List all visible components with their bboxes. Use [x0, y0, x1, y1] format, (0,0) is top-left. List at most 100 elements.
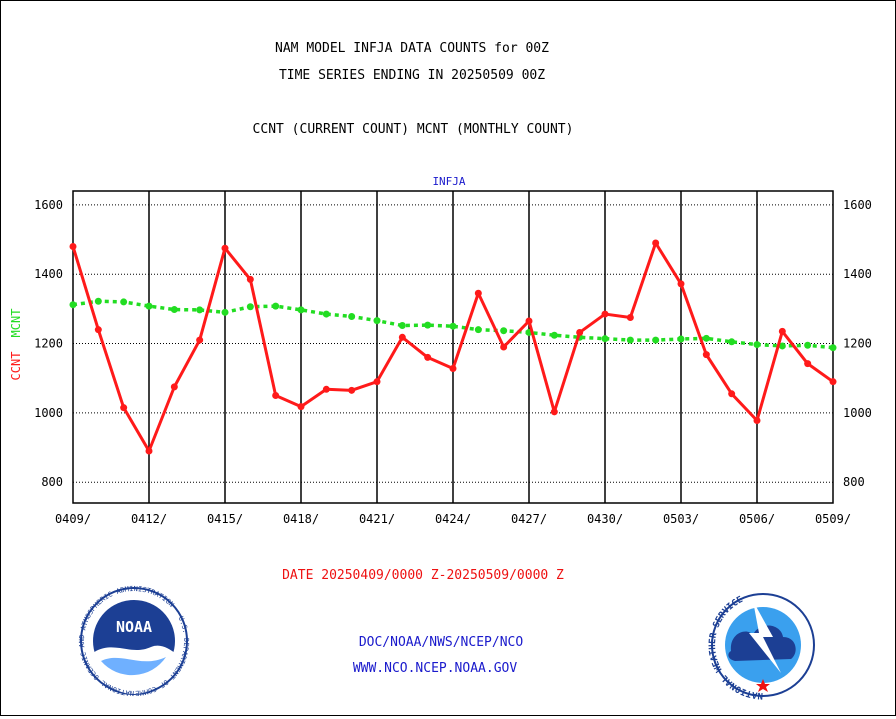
- x-tick-label: 0509/: [815, 512, 851, 526]
- y-tick-label-right: 1400: [843, 267, 872, 281]
- mcnt-point: [702, 334, 710, 342]
- mcnt-point: [626, 336, 634, 344]
- ccnt-point: [94, 326, 102, 334]
- ccnt-point: [449, 364, 457, 372]
- mcnt-point: [322, 310, 330, 318]
- ccnt-point: [829, 378, 837, 386]
- ccnt-point: [677, 280, 685, 288]
- mcnt-point: [348, 312, 356, 320]
- mcnt-point: [246, 303, 254, 311]
- mcnt-point: [398, 322, 406, 330]
- mcnt-point: [170, 306, 178, 314]
- ylabel-ccnt: CCNT: [9, 352, 23, 381]
- ccnt-point: [221, 244, 229, 252]
- mcnt-point: [145, 302, 153, 310]
- mcnt-point: [196, 306, 204, 314]
- ccnt-point: [500, 343, 508, 351]
- ccnt-point: [196, 336, 204, 344]
- mcnt-point: [829, 344, 837, 352]
- ccnt-point: [778, 327, 786, 335]
- ccnt-point: [652, 239, 660, 247]
- mcnt-point: [652, 336, 660, 344]
- ccnt-point: [474, 289, 482, 297]
- x-tick-label: 0430/: [587, 512, 623, 526]
- x-tick-label: 0503/: [663, 512, 699, 526]
- series-ccnt: [69, 239, 837, 455]
- y-tick-label-right: 1600: [843, 198, 872, 212]
- x-tick-label: 0427/: [511, 512, 547, 526]
- noaa-logo: NOAA NATIONAL OCEANIC AND ATMOSPHERIC AD…: [0, 0, 190, 697]
- y-tick-label-right: 1000: [843, 406, 872, 420]
- noaa-logo-text: NOAA: [116, 618, 152, 636]
- x-tick-label: 0424/: [435, 512, 471, 526]
- ccnt-point: [424, 353, 432, 361]
- svg-text:NATIONAL OCEANIC AND ATMOSPHER: NATIONAL OCEANIC AND ATMOSPHERIC ADMINIS…: [1, 1, 190, 697]
- mcnt-point: [69, 301, 77, 309]
- ccnt-point: [398, 333, 406, 341]
- chart-title-line1: NAM MODEL INFJA DATA COUNTS for 00Z: [275, 41, 549, 56]
- y-tick-label-left: 800: [41, 475, 63, 489]
- x-tick-labels: 0409/0412/0415/0418/0421/0424/0427/0430/…: [55, 512, 851, 526]
- x-tick-label: 0415/: [207, 512, 243, 526]
- mcnt-point: [677, 335, 685, 343]
- mcnt-point: [778, 342, 786, 350]
- ylabel-mcnt: MCNT: [9, 309, 23, 338]
- ccnt-point: [120, 404, 128, 412]
- ccnt-point: [804, 360, 812, 368]
- x-tick-label: 0409/: [55, 512, 91, 526]
- ccnt-point: [170, 383, 178, 391]
- y-tick-label-right: 800: [843, 475, 865, 489]
- ccnt-point: [145, 447, 153, 455]
- chart-subtitle: CCNT (CURRENT COUNT) MCNT (MONTHLY COUNT…: [253, 122, 574, 137]
- org-line: DOC/NOAA/NWS/NCEP/NCO: [359, 635, 524, 650]
- y-tick-label-left: 1400: [34, 267, 63, 281]
- ccnt-point: [322, 385, 330, 393]
- ccnt-point: [702, 351, 710, 359]
- mcnt-point: [272, 302, 280, 310]
- ccnt-point: [246, 275, 254, 283]
- mcnt-point: [221, 308, 229, 316]
- ccnt-point: [69, 242, 77, 250]
- panel-label: INFJA: [432, 175, 465, 188]
- ccnt-point: [728, 390, 736, 398]
- y-tick-labels-right: 800 1000 1200 1400 1600: [843, 198, 872, 489]
- nws-logo: NATIONAL WEATHER SERVICE: [708, 593, 815, 700]
- url-line: WWW.NCO.NCEP.NOAA.GOV: [353, 661, 518, 676]
- ccnt-point: [373, 378, 381, 386]
- mcnt-point: [500, 327, 508, 335]
- ccnt-point: [753, 416, 761, 424]
- y-tick-label-left: 1000: [34, 406, 63, 420]
- mcnt-point: [94, 297, 102, 305]
- ccnt-point: [550, 408, 558, 416]
- x-tick-label: 0418/: [283, 512, 319, 526]
- noaa-ring-text: NATIONAL OCEANIC AND ATMOSPHERIC ADMINIS…: [0, 0, 190, 697]
- x-tick-label: 0506/: [739, 512, 775, 526]
- mcnt-point: [474, 326, 482, 334]
- date-range-label: DATE 20250409/0000 Z-20250509/0000 Z: [282, 568, 564, 583]
- mcnt-point: [753, 341, 761, 349]
- mcnt-point: [550, 331, 558, 339]
- mcnt-point: [297, 306, 305, 314]
- y-tick-label-left: 1200: [34, 337, 63, 351]
- ccnt-point: [601, 310, 609, 318]
- ccnt-point: [626, 314, 634, 322]
- mcnt-point: [728, 338, 736, 346]
- series-mcnt: [69, 297, 837, 352]
- mcnt-point: [120, 298, 128, 306]
- ccnt-point: [272, 392, 280, 400]
- mcnt-point: [373, 317, 381, 325]
- ccnt-point: [297, 403, 305, 411]
- ccnt-point: [576, 328, 584, 336]
- chart-title-line2: TIME SERIES ENDING IN 20250509 00Z: [279, 68, 545, 83]
- ccnt-point: [348, 386, 356, 394]
- mcnt-point: [601, 335, 609, 343]
- ccnt-point: [525, 317, 533, 325]
- vertical-gridlines: [148, 191, 758, 503]
- y-tick-label-left: 1600: [34, 198, 63, 212]
- x-tick-label: 0412/: [131, 512, 167, 526]
- x-tick-label: 0421/: [359, 512, 395, 526]
- y-tick-labels-left: 800 1000 1200 1400 1600: [34, 198, 63, 489]
- mcnt-point: [449, 322, 457, 330]
